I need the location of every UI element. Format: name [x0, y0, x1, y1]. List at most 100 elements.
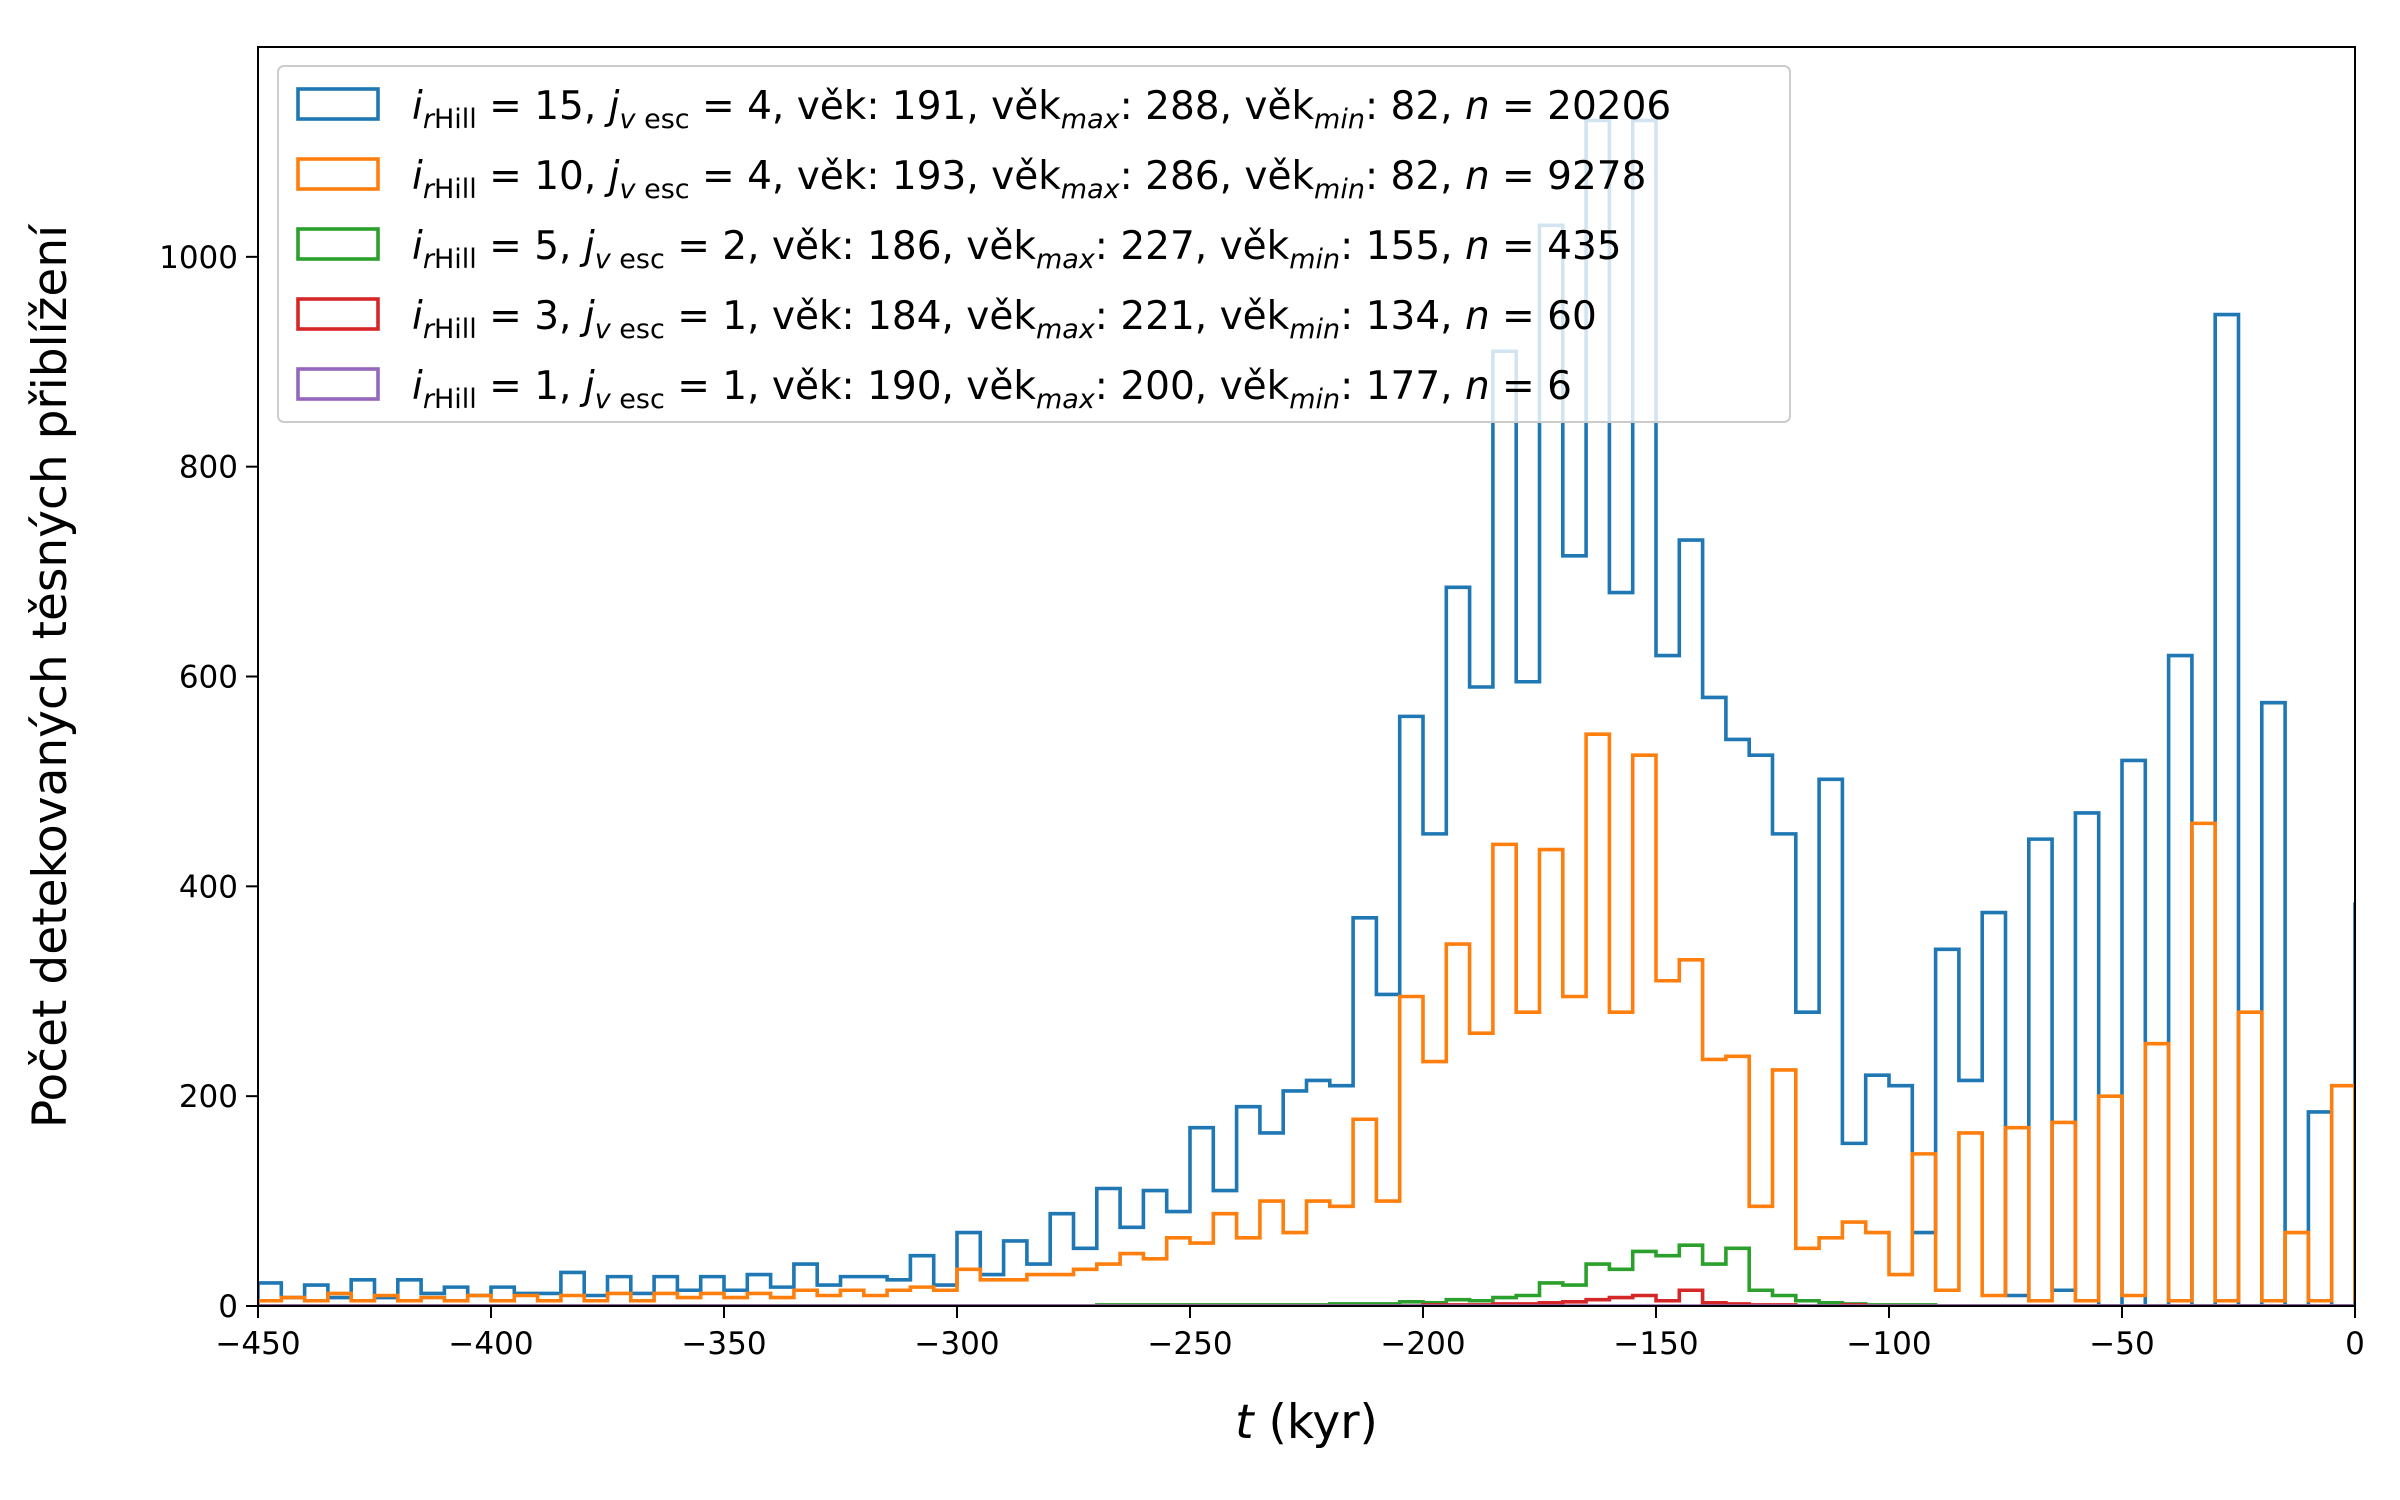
y-tick-label: 800	[179, 450, 238, 486]
x-axis-title-unit: (kyr)	[1254, 1395, 1378, 1450]
legend-min-sub: min	[1314, 174, 1365, 205]
legend-j-sub-v: v	[595, 244, 620, 275]
legend-n-value: = 20206	[1490, 84, 1672, 129]
legend-age-value: = 1, věk: 184, věk	[665, 294, 1037, 339]
legend-swatch-4	[296, 297, 380, 331]
legend-i-symbol: i	[412, 154, 423, 199]
legend-i-symbol: i	[412, 364, 423, 409]
y-tick-label: 1000	[159, 240, 238, 276]
legend-label-2: irHill = 10, jv esc = 4, věk: 193, věkma…	[412, 154, 1646, 205]
series-2-step-line	[258, 732, 2355, 1306]
x-axis-title: t (kyr)	[1235, 1395, 1378, 1450]
legend-age-value: = 4, věk: 193, věk	[690, 154, 1062, 199]
legend-age-value: = 1, věk: 190, věk	[665, 364, 1037, 409]
legend-n-symbol: n	[1465, 294, 1490, 339]
x-tick-label: −400	[448, 1326, 533, 1362]
legend-i-sub-r: r	[423, 244, 436, 275]
legend-j-sub-v: v	[620, 104, 645, 135]
legend-age-max-value: : 227, věk	[1095, 224, 1290, 269]
legend-swatch-2	[296, 157, 380, 191]
x-tick-label: −300	[914, 1326, 999, 1362]
legend-label-4: irHill = 3, jv esc = 1, věk: 184, věkmax…	[412, 294, 1597, 345]
y-tick-label: 600	[179, 660, 238, 696]
legend-j-sub-v: v	[595, 384, 620, 415]
legend-age-value: = 2, věk: 186, věk	[665, 224, 1037, 269]
legend-swatch-5	[296, 367, 380, 401]
legend-i-sub-r: r	[423, 314, 436, 345]
legend-max-sub: max	[1036, 314, 1096, 345]
legend-age-min-value: : 82,	[1365, 154, 1465, 199]
x-tick-label: −100	[1846, 1326, 1931, 1362]
legend-age-max-value: : 200, věk	[1095, 364, 1290, 409]
series-4-step-line	[258, 1288, 2355, 1306]
x-tick-label: −250	[1147, 1326, 1232, 1362]
legend-j-sub-v: v	[595, 314, 620, 345]
legend-i-sub-hill: Hill	[434, 174, 477, 205]
legend-max-sub: max	[1061, 174, 1121, 205]
legend-max-sub: max	[1061, 104, 1121, 135]
legend-min-sub: min	[1314, 104, 1365, 135]
legend-box	[277, 65, 1791, 423]
legend-n-value: = 9278	[1490, 154, 1647, 199]
legend-min-sub: min	[1289, 314, 1340, 345]
legend-i-value: = 1,	[477, 364, 584, 409]
legend-label-1: irHill = 15, jv esc = 4, věk: 191, věkma…	[412, 84, 1671, 135]
legend-label-3: irHill = 5, jv esc = 2, věk: 186, věkmax…	[412, 224, 1622, 275]
x-tick-label: −50	[2089, 1326, 2154, 1362]
y-tick-label: 200	[179, 1079, 238, 1115]
legend-i-sub-r: r	[423, 174, 436, 205]
y-tick-label: 0	[218, 1289, 238, 1325]
legend-label-5: irHill = 1, jv esc = 1, věk: 190, věkmax…	[412, 364, 1572, 415]
legend-age-max-value: : 221, věk	[1095, 294, 1290, 339]
legend-max-sub: max	[1036, 244, 1096, 275]
y-axis: 0 200 400 600 800 1000	[159, 240, 258, 1325]
legend-i-value: = 15,	[477, 84, 609, 129]
legend-i-symbol: i	[412, 84, 423, 129]
x-tick-label: −150	[1613, 1326, 1698, 1362]
legend-max-sub: max	[1036, 384, 1096, 415]
legend-age-max-value: : 286, věk	[1120, 154, 1315, 199]
legend-min-sub: min	[1289, 384, 1340, 415]
legend-i-sub-hill: Hill	[434, 104, 477, 135]
legend-i-sub-hill: Hill	[434, 314, 477, 345]
legend-i-value: = 3,	[477, 294, 584, 339]
y-axis-title: Počet detekovaných těsných přiblížení	[23, 223, 78, 1128]
x-tick-label: −350	[681, 1326, 766, 1362]
legend-swatch-3	[296, 227, 380, 261]
legend-i-sub-r: r	[423, 384, 436, 415]
legend-n-symbol: n	[1465, 154, 1490, 199]
legend-i-sub-hill: Hill	[434, 244, 477, 275]
legend-j-sub-esc: esc	[619, 244, 665, 275]
legend: irHill = 15, jv esc = 4, věk: 191, věkma…	[277, 65, 1791, 423]
x-tick-label: 0	[2345, 1326, 2365, 1362]
legend-n-symbol: n	[1465, 364, 1490, 409]
legend-i-symbol: i	[412, 294, 423, 339]
legend-i-symbol: i	[412, 224, 423, 269]
legend-n-symbol: n	[1465, 224, 1490, 269]
legend-j-sub-esc: esc	[644, 104, 690, 135]
legend-j-sub-v: v	[620, 174, 645, 205]
x-axis-title-symbol: t	[1235, 1395, 1255, 1450]
legend-min-sub: min	[1289, 244, 1340, 275]
legend-i-sub-r: r	[423, 104, 436, 135]
legend-i-value: = 5,	[477, 224, 584, 269]
legend-swatch-1	[296, 87, 380, 121]
series-3-step-line	[258, 1243, 2355, 1306]
legend-i-value: = 10,	[477, 154, 609, 199]
legend-age-min-value: : 177,	[1340, 364, 1465, 409]
x-tick-label: −450	[215, 1326, 300, 1362]
legend-i-sub-hill: Hill	[434, 384, 477, 415]
x-axis: −450 −400 −350 −300 −250 −200 −150 −100 −50 0	[215, 1306, 2365, 1362]
legend-age-value: = 4, věk: 191, věk	[690, 84, 1062, 129]
legend-j-sub-esc: esc	[619, 384, 665, 415]
x-tick-label: −200	[1380, 1326, 1465, 1362]
legend-age-max-value: : 288, věk	[1120, 84, 1315, 129]
legend-age-min-value: : 155,	[1340, 224, 1465, 269]
legend-age-min-value: : 134,	[1340, 294, 1465, 339]
legend-age-min-value: : 82,	[1365, 84, 1465, 129]
legend-j-sub-esc: esc	[619, 314, 665, 345]
legend-n-symbol: n	[1465, 84, 1490, 129]
y-tick-label: 400	[179, 869, 238, 905]
legend-j-sub-esc: esc	[644, 174, 690, 205]
